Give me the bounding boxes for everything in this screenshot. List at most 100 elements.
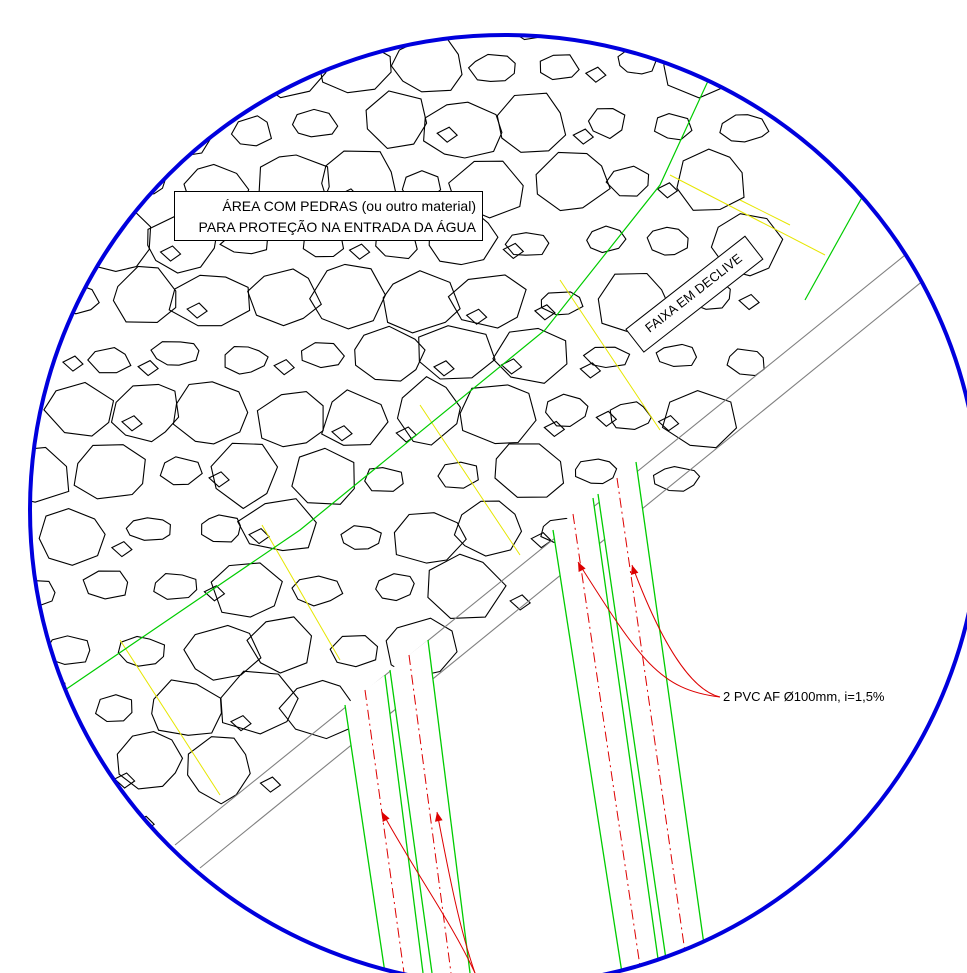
stone (393, 512, 467, 564)
small-stone (656, 182, 679, 199)
stone (230, 115, 273, 147)
pipe-axis (572, 513, 642, 973)
stone (112, 265, 177, 323)
stone (382, 270, 461, 334)
stone (125, 517, 171, 541)
stone (364, 467, 404, 492)
slope-hatch-5 (739, 199, 791, 226)
slope-hatch-2 (419, 404, 521, 556)
small-stone (533, 304, 556, 321)
small-stone (595, 410, 618, 428)
stone (390, 37, 463, 93)
stone (87, 347, 132, 374)
small-stone (348, 243, 371, 260)
pipe-wall (344, 704, 386, 973)
stone (676, 148, 745, 211)
stone (291, 447, 355, 505)
pipe-spec-label: 2 PVC AF Ø100mm, i=1,5% (723, 689, 885, 704)
stone (81, 803, 126, 830)
stone (187, 736, 251, 805)
stone (340, 525, 382, 550)
stone (153, 573, 198, 600)
stone (110, 383, 180, 443)
stone (70, 35, 135, 39)
stone (423, 101, 503, 159)
stone (605, 165, 650, 197)
small-stone (121, 415, 143, 432)
small-stone (702, 11, 722, 26)
stone (82, 570, 129, 600)
pipe-wall (552, 529, 623, 973)
small-stone (61, 355, 84, 372)
stone (150, 341, 200, 366)
stone (572, 0, 635, 30)
stone (291, 108, 339, 138)
stone (661, 390, 738, 449)
stone (136, 101, 214, 160)
pipe-axis (616, 477, 689, 973)
arrow-head (382, 812, 390, 822)
detail-circle (28, 33, 967, 973)
small-stone (465, 308, 488, 325)
small-stone (491, 11, 511, 26)
stone-area-label-line1: ÁREA COM PEDRAS (ou outro material) (222, 198, 476, 214)
stone (609, 401, 652, 430)
stone (116, 731, 184, 790)
stone (459, 384, 537, 445)
stone (494, 443, 565, 498)
slope-hatch-4 (669, 174, 826, 256)
stone (36, 738, 109, 795)
small-stone (331, 425, 353, 442)
stone (453, 500, 523, 557)
stone (247, 268, 322, 327)
pipe-wall (384, 674, 424, 973)
stone (220, 670, 299, 735)
stone (321, 389, 389, 446)
stone (291, 575, 344, 607)
stone (19, 0, 59, 24)
small-stone (248, 527, 270, 545)
small-stone (509, 594, 532, 611)
stone (656, 0, 694, 23)
stone (652, 466, 701, 492)
leader-left-a (381, 811, 476, 973)
pipe-wall (597, 493, 669, 973)
stone (574, 458, 618, 485)
stone (437, 461, 479, 489)
arrow-head (630, 565, 639, 575)
stone (30, 343, 55, 369)
small-stone (395, 426, 418, 443)
stone (43, 381, 115, 437)
leader-right-a (577, 561, 721, 698)
slope-hatch-3 (559, 279, 661, 431)
stone (418, 325, 496, 380)
stone (30, 92, 77, 155)
stone-area-label-line2: PARA PROTEÇÃO NA ENTRADA DA ÁGUA (198, 219, 476, 235)
stone (122, 164, 168, 195)
stone (94, 694, 133, 723)
pipe-wall (389, 669, 433, 973)
pipe-body (598, 462, 708, 973)
stone-area-label: ÁREA COM PEDRAS (ou outro material) PARA… (174, 191, 483, 241)
stone (282, 35, 353, 45)
stone (329, 635, 379, 668)
small-stone (436, 126, 459, 143)
protection-edge-right (804, 164, 881, 301)
small-stone (657, 415, 680, 432)
stone (447, 274, 527, 329)
pvc-pipes (344, 461, 709, 973)
leader-left-b (436, 811, 476, 973)
small-stone (433, 360, 455, 377)
stone (183, 624, 262, 681)
small-stone (110, 540, 133, 558)
small-stone (543, 420, 566, 438)
stone (141, 0, 217, 33)
pipe-axis (408, 654, 452, 973)
stone (35, 35, 107, 99)
stone (246, 616, 313, 674)
slope-hatch-1 (261, 524, 341, 661)
stone (586, 225, 627, 254)
stone (73, 444, 146, 500)
leader-arrows (381, 561, 721, 973)
